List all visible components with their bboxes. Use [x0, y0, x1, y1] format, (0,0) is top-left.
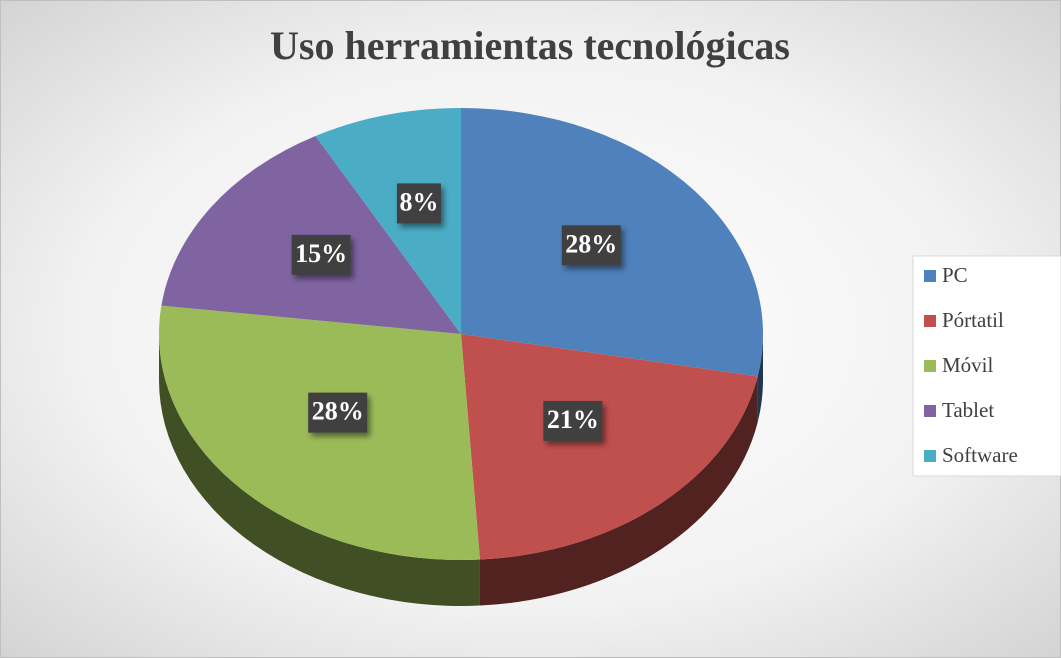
data-label-box: [291, 234, 351, 275]
slice-side: [479, 376, 758, 606]
legend: [912, 255, 1061, 477]
legend-label: Tablet: [942, 398, 994, 422]
data-label: 15%: [295, 239, 347, 268]
data-label-box: [396, 183, 441, 224]
legend-label: Móvil: [942, 353, 994, 377]
legend-swatch: [924, 405, 936, 417]
data-label: 8%: [399, 187, 438, 216]
legend-label: Pórtatil: [942, 308, 1004, 332]
slice: [315, 108, 461, 334]
data-label-box: [561, 225, 621, 266]
legend-swatch: [924, 315, 936, 327]
slice: [158, 305, 480, 560]
legend-label: Software: [942, 443, 1018, 467]
data-label: 21%: [547, 405, 599, 434]
legend-swatch: [924, 360, 936, 372]
data-label-box: [308, 392, 368, 433]
legend-swatch: [924, 270, 936, 282]
data-label-box: [543, 400, 603, 441]
slice: [461, 334, 758, 560]
data-label: 28%: [565, 229, 617, 258]
legend-label: PC: [942, 263, 968, 287]
pie: 28% 21% 28% 15% 8%: [158, 108, 763, 606]
slice-side: [757, 334, 763, 423]
slice-side: [159, 334, 480, 606]
data-label: 28%: [312, 397, 364, 426]
chart-title: Uso herramientas tecnológicas: [270, 23, 790, 68]
legend-swatch: [924, 450, 936, 462]
